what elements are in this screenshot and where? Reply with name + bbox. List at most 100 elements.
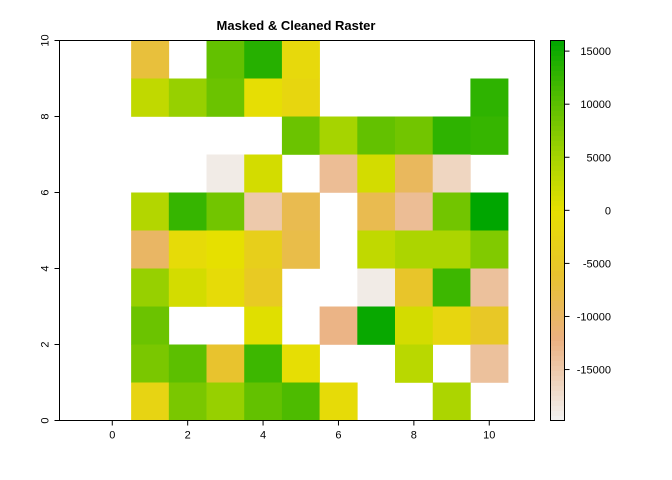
colorbar-band (550, 275, 565, 281)
colorbar-band (550, 305, 565, 311)
colorbar-band (550, 290, 565, 296)
colorbar-band (550, 330, 565, 336)
plot-frame (59, 40, 535, 421)
colorbar-band (550, 350, 565, 356)
colorbar-band (550, 140, 565, 146)
raster-cell (432, 268, 471, 307)
raster-cell (395, 192, 434, 231)
colorbar-tick-label: -10000 (577, 311, 611, 323)
colorbar-band (550, 95, 565, 101)
raster-cell (168, 230, 207, 269)
colorbar-band (550, 155, 565, 161)
raster-cell (244, 268, 283, 307)
raster-cell (395, 344, 434, 383)
colorbar-tick-label: 5000 (587, 152, 611, 164)
colorbar-band (550, 365, 565, 371)
raster-cell (319, 154, 358, 193)
x-tick-label: 8 (411, 430, 417, 442)
colorbar-band (550, 70, 565, 76)
raster-cell (432, 154, 471, 193)
x-tick-label: 2 (185, 430, 191, 442)
x-tick-label: 6 (335, 430, 341, 442)
colorbar-band (550, 65, 565, 71)
colorbar-band (550, 50, 565, 56)
colorbar-band (550, 125, 565, 131)
colorbar-band (550, 265, 565, 271)
colorbar-band (550, 300, 565, 306)
raster-cell (432, 116, 471, 155)
colorbar-band (550, 55, 565, 61)
raster-cell (281, 116, 320, 155)
raster-cell (206, 382, 245, 421)
colorbar-band (550, 130, 565, 136)
y-tick-label: 4 (40, 265, 52, 271)
raster-cell (131, 78, 170, 117)
colorbar-band (550, 180, 565, 186)
raster-cell (131, 306, 170, 345)
raster-cell (168, 78, 207, 117)
x-tick-label: 0 (109, 430, 115, 442)
colorbar-band (550, 150, 565, 156)
colorbar-band (550, 185, 565, 191)
raster-cell (281, 230, 320, 269)
colorbar-band (550, 45, 565, 51)
colorbar-band (550, 100, 565, 106)
colorbar-band (550, 375, 565, 381)
raster-cell (395, 230, 434, 269)
colorbar-band (550, 405, 565, 411)
colorbar-band (550, 400, 565, 406)
raster-cell (432, 306, 471, 345)
raster-cell (131, 40, 170, 79)
colorbar-band (550, 175, 565, 181)
raster-cell (244, 78, 283, 117)
colorbar-band (550, 190, 565, 196)
colorbar-band (550, 360, 565, 366)
raster-cell (432, 192, 471, 231)
colorbar-band (550, 195, 565, 201)
x-tick-label: 10 (483, 430, 495, 442)
raster-cell (470, 344, 509, 383)
colorbar-band (550, 215, 565, 221)
colorbar-band (550, 120, 565, 126)
raster-cell (131, 344, 170, 383)
raster-cell (206, 40, 245, 79)
colorbar-band (550, 345, 565, 351)
colorbar-band (550, 75, 565, 81)
raster-cell (206, 344, 245, 383)
raster-cell (357, 230, 396, 269)
colorbar-band (550, 260, 565, 266)
colorbar-band (550, 240, 565, 246)
colorbar-band (550, 280, 565, 286)
raster-cell (357, 116, 396, 155)
colorbar-band (550, 85, 565, 91)
raster-cell (470, 78, 509, 117)
chart-title: Masked & Cleaned Raster (217, 18, 376, 33)
raster-cell (131, 230, 170, 269)
raster-cell (168, 268, 207, 307)
raster-cell (281, 344, 320, 383)
colorbar-band (550, 385, 565, 391)
raster-cell (244, 382, 283, 421)
colorbar-band (550, 165, 565, 171)
colorbar-band (550, 370, 565, 376)
y-tick-label: 10 (40, 34, 52, 46)
raster-cell (168, 382, 207, 421)
raster-cell (395, 154, 434, 193)
colorbar-band (550, 270, 565, 276)
colorbar-band (550, 410, 565, 416)
colorbar-band (550, 145, 565, 151)
colorbar-legend: 15000 10000 5000 0 -5000 -10000 -15000 (550, 40, 611, 421)
colorbar-tick-label: 15000 (580, 46, 611, 58)
raster-cell (395, 306, 434, 345)
colorbar-band (550, 115, 565, 121)
colorbar-band (550, 355, 565, 361)
raster-cell (281, 78, 320, 117)
colorbar-band (550, 200, 565, 206)
colorbar-band (550, 295, 565, 301)
raster-cell (357, 306, 396, 345)
raster-cell (470, 306, 509, 345)
raster-cell (244, 154, 283, 193)
colorbar-band (550, 170, 565, 176)
colorbar-band (550, 245, 565, 251)
